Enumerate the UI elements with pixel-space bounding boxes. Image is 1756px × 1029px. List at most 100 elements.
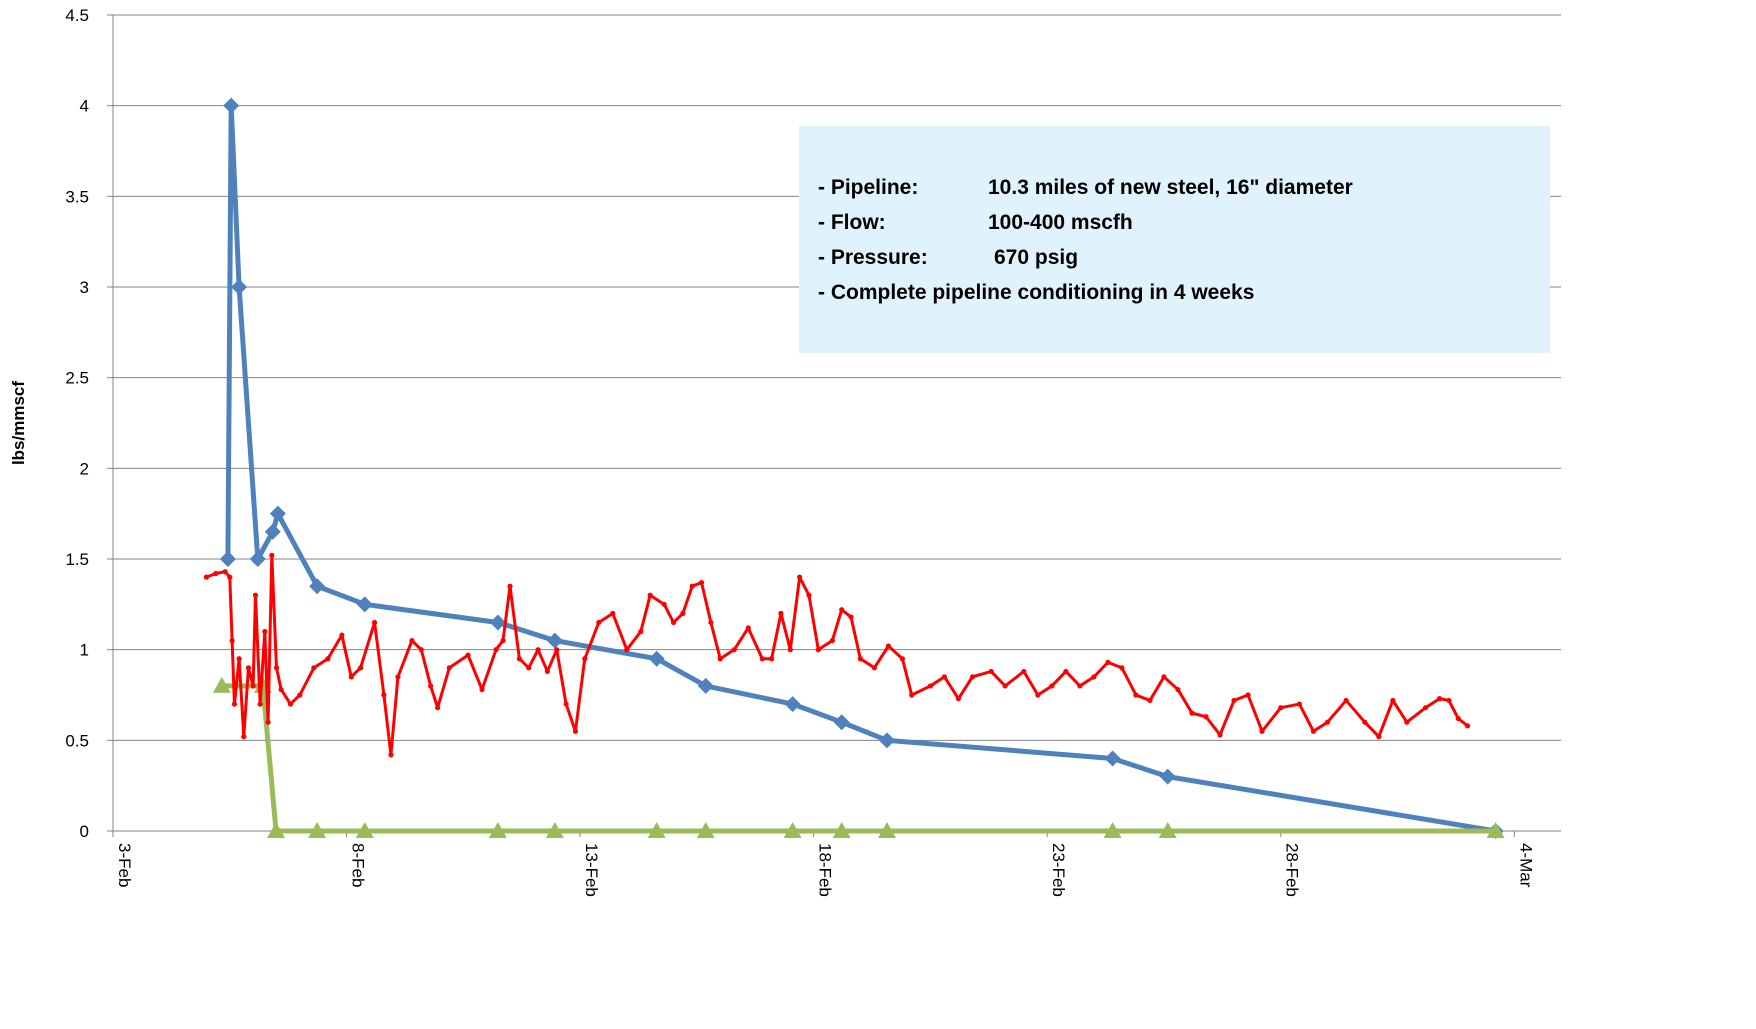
point (297, 692, 303, 698)
annotation-box (799, 126, 1550, 353)
point (526, 665, 532, 671)
point (1104, 750, 1121, 767)
point (745, 625, 751, 631)
point (500, 638, 506, 644)
point (489, 614, 506, 631)
point (1390, 697, 1396, 704)
point (308, 822, 327, 838)
point (264, 523, 281, 540)
point (1324, 719, 1331, 725)
point (1035, 692, 1041, 698)
point (1217, 732, 1223, 738)
point (1175, 686, 1181, 693)
point (909, 692, 915, 698)
point (1159, 768, 1176, 785)
point (219, 551, 236, 567)
point (1147, 697, 1153, 704)
point (670, 619, 677, 626)
point (348, 674, 354, 680)
point (1133, 692, 1139, 698)
point (262, 628, 268, 635)
point (1245, 692, 1251, 698)
point (815, 647, 821, 653)
point (717, 656, 723, 662)
point (783, 822, 802, 838)
point (1464, 723, 1471, 729)
point (222, 569, 228, 575)
point (269, 505, 286, 522)
point (833, 714, 850, 731)
point (493, 647, 499, 653)
point (1063, 668, 1069, 675)
point (257, 701, 263, 707)
point (229, 638, 235, 644)
point (1362, 719, 1368, 725)
point (1404, 719, 1410, 725)
y-tick-label: 3.5 (65, 187, 89, 206)
point (877, 822, 896, 838)
point (554, 647, 560, 653)
point (648, 650, 665, 667)
point (610, 610, 616, 617)
point (832, 822, 851, 838)
point (1446, 697, 1452, 704)
point (231, 701, 238, 707)
point (927, 683, 934, 689)
point (778, 610, 784, 617)
point (516, 656, 522, 662)
point (731, 647, 737, 653)
point (309, 578, 326, 595)
y-tick-label: 1 (80, 641, 89, 660)
point (708, 619, 714, 626)
point (839, 607, 845, 613)
point (969, 674, 976, 680)
point (769, 656, 775, 662)
point (465, 652, 471, 658)
point (1158, 822, 1177, 838)
point (784, 696, 801, 713)
point (696, 822, 715, 838)
point (1049, 683, 1055, 689)
point (418, 647, 424, 653)
point (647, 822, 666, 838)
point (698, 579, 705, 586)
point (265, 719, 271, 725)
point (787, 647, 793, 653)
point (563, 701, 569, 707)
annotation-label: - Flow: (818, 211, 886, 234)
point (1259, 728, 1265, 734)
point (544, 668, 551, 675)
point (546, 632, 563, 649)
point (446, 665, 452, 671)
point (899, 656, 905, 662)
point (223, 97, 240, 114)
annotation-text: 10.3 miles of new steel, 16" diameter (988, 176, 1353, 199)
point (689, 583, 695, 589)
point (269, 552, 275, 558)
point (213, 570, 219, 577)
point (241, 734, 247, 740)
x-tick-label: 8-Feb (349, 843, 368, 887)
point (1119, 665, 1125, 671)
point (287, 701, 294, 707)
point (267, 822, 286, 838)
point (325, 656, 331, 662)
x-tick-label: 18-Feb (816, 843, 835, 897)
annotation-text: 100-400 mscfh (988, 211, 1133, 234)
y-tick-label: 0.5 (65, 731, 89, 750)
annotation-text: 670 psig (994, 246, 1078, 269)
point (395, 674, 401, 680)
y-axis-label: lbs/mmscf (9, 381, 28, 465)
point (1203, 714, 1209, 720)
point (249, 551, 266, 567)
point (278, 686, 284, 693)
point (388, 752, 394, 758)
x-tick-label: 3-Feb (115, 843, 134, 887)
point (250, 683, 256, 689)
point (848, 614, 854, 620)
series-line (225, 103, 1497, 834)
point (638, 628, 644, 635)
point (535, 647, 541, 653)
point (1278, 705, 1284, 711)
point (1422, 705, 1429, 711)
